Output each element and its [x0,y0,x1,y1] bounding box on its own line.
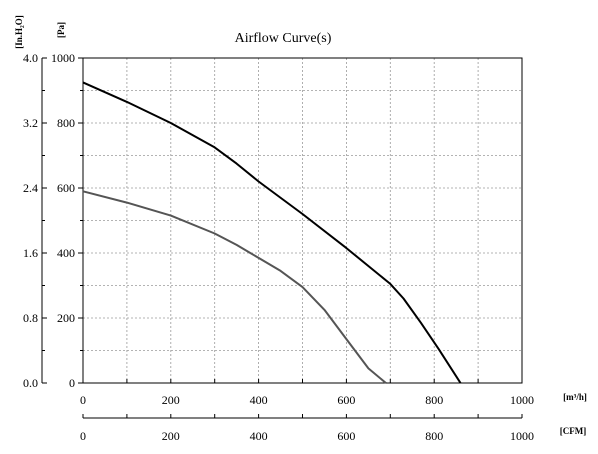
inh2o-tick-label: 0.8 [23,311,38,325]
x-primary-axis-unit: [m³/h] [563,392,587,402]
inh2o-tick-label: 1.6 [23,246,38,260]
m3h-tick-label: 400 [250,393,268,407]
series-line-1 [82,81,462,384]
pa-tick-label: 800 [57,116,75,130]
cfm-tick-label: 200 [162,429,180,443]
cfm-tick-label: 1000 [510,429,534,443]
m3h-tick-label: 800 [425,393,443,407]
m3h-tick-label: 200 [162,393,180,407]
x-secondary-axis-unit: [CFM] [560,426,587,436]
inh2o-tick-label: 0.0 [23,376,38,390]
inh2o-tick-label: 4.0 [23,51,38,65]
cfm-tick-label: 800 [425,429,443,443]
left-outer-axis-unit: [In.H₂O] [14,15,24,48]
cfm-tick-label: 600 [337,429,355,443]
m3h-tick-label: 0 [80,393,86,407]
chart-title: Airflow Curve(s) [235,31,332,46]
pa-tick-label: 600 [57,181,75,195]
axes: 0 200 400 600 800 1000 0.0 0.8 1.6 2.4 3.2 4.0 0 200 4… [23,51,534,443]
inh2o-tick-label: 3.2 [23,116,38,130]
pa-tick-label: 0 [69,376,75,390]
left-inner-axis-unit: [Pa] [56,22,66,38]
cfm-tick-label: 0 [80,429,86,443]
grid-lines [83,58,522,383]
inh2o-tick-label: 2.4 [23,181,38,195]
pa-tick-label: 1000 [51,51,75,65]
series-line-2 [82,190,387,384]
pa-tick-label: 400 [57,246,75,260]
cfm-tick-label: 400 [250,429,268,443]
m3h-tick-label: 1000 [510,393,534,407]
series-lines [82,81,462,384]
pa-tick-label: 200 [57,311,75,325]
m3h-tick-label: 600 [337,393,355,407]
